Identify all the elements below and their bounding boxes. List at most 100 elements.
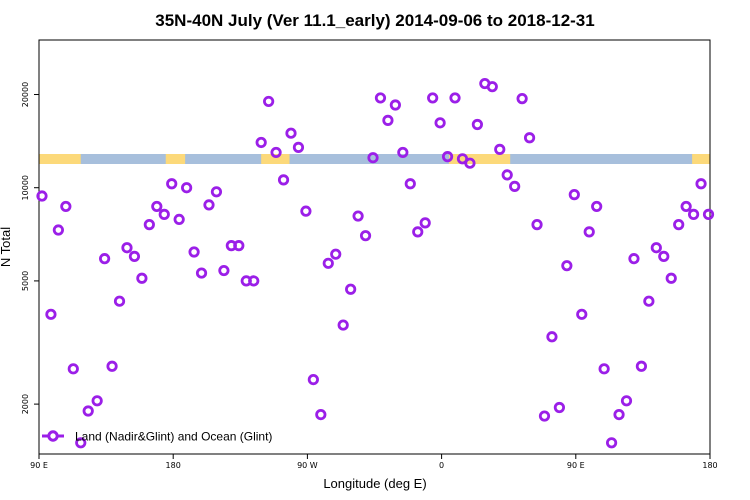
data-point <box>359 230 372 242</box>
band-ocean <box>39 154 710 164</box>
data-point <box>292 141 305 153</box>
data-point <box>322 257 334 269</box>
data-point <box>486 81 498 93</box>
data-point <box>128 250 141 262</box>
y-tick-label: 10000 <box>21 175 30 200</box>
data-point <box>531 219 543 231</box>
y-tick-label: 20000 <box>21 82 30 107</box>
data-point <box>106 360 118 372</box>
data-point <box>702 208 715 220</box>
data-point <box>352 210 364 222</box>
data-point <box>151 200 163 213</box>
data-point <box>434 117 446 129</box>
data-point <box>203 199 215 211</box>
data-point <box>427 92 439 104</box>
data-point <box>181 182 193 194</box>
data-point <box>158 208 170 220</box>
data-point <box>285 127 297 139</box>
x-tick-label: 90 E <box>567 461 585 470</box>
band-land <box>39 154 81 164</box>
data-point <box>233 240 245 252</box>
data-point <box>113 295 126 307</box>
data-point <box>613 408 625 421</box>
data-point <box>389 99 401 111</box>
data-point <box>591 200 603 213</box>
data-point <box>449 92 461 104</box>
data-point <box>598 363 610 375</box>
data-point <box>687 208 700 220</box>
data-point <box>523 132 536 144</box>
x-tick-label: 0 <box>439 461 444 470</box>
data-point <box>605 437 618 449</box>
x-tick-label: 180 <box>166 461 181 470</box>
data-point <box>553 401 565 414</box>
data-point <box>441 151 454 163</box>
data-point <box>419 217 431 229</box>
surface-type-band <box>39 154 710 164</box>
data-points <box>36 77 715 449</box>
data-point <box>166 178 178 190</box>
data-point <box>620 395 633 407</box>
data-point <box>36 190 48 202</box>
data-point <box>546 331 558 343</box>
data-point <box>494 143 506 155</box>
chart-title: 35N-40N July (Ver 11.1_early) 2014-09-06… <box>155 11 594 30</box>
band-land <box>692 154 710 164</box>
data-point <box>263 95 275 108</box>
data-point <box>173 213 185 226</box>
data-point <box>561 260 573 272</box>
data-point <box>643 295 655 307</box>
band-land <box>165 154 186 164</box>
data-point <box>270 146 282 159</box>
data-point <box>576 308 588 320</box>
x-tick-label: 90 W <box>297 461 318 470</box>
data-point <box>60 200 72 213</box>
data-point <box>374 92 387 104</box>
plot-frame <box>38 39 711 455</box>
legend: Land (Nadir&Glint) and Ocean (Glint) <box>42 430 272 444</box>
data-point <box>658 250 670 262</box>
data-point <box>188 246 200 258</box>
y-axis: 2000 5000 10000 20000 <box>21 82 39 414</box>
data-point <box>501 169 513 181</box>
data-point <box>330 248 342 260</box>
data-point <box>538 410 551 422</box>
data-point <box>583 226 595 238</box>
data-point <box>367 152 379 164</box>
y-tick-label: 2000 <box>21 394 30 414</box>
data-point <box>52 224 64 236</box>
data-point <box>277 174 290 186</box>
data-point <box>509 180 521 192</box>
data-point <box>99 253 111 265</box>
legend-entry: Land (Nadir&Glint) and Ocean (Glint) <box>75 430 272 444</box>
data-point <box>665 272 677 284</box>
data-point <box>136 272 148 284</box>
x-tick-label: 180 <box>702 461 717 470</box>
data-point <box>248 275 260 287</box>
data-point <box>143 219 155 231</box>
legend-marker <box>47 430 59 442</box>
data-point <box>67 363 79 375</box>
data-point <box>195 267 208 279</box>
data-point <box>45 308 57 320</box>
data-point <box>471 118 483 131</box>
data-point <box>337 319 349 331</box>
band-land <box>449 154 511 164</box>
data-point <box>345 283 357 295</box>
data-point <box>307 373 319 386</box>
data-point <box>121 242 133 254</box>
data-point <box>412 226 424 238</box>
y-axis-label: N Total <box>0 227 13 267</box>
data-point <box>255 136 267 149</box>
data-point <box>82 405 94 417</box>
data-point <box>628 253 640 265</box>
x-tick-label: 90 E <box>30 461 48 470</box>
data-point <box>300 205 312 217</box>
band-land <box>261 154 290 164</box>
x-axis-label: Longitude (deg E) <box>323 476 426 491</box>
data-point <box>680 200 692 213</box>
data-point <box>404 178 416 190</box>
data-point <box>635 360 648 372</box>
data-point <box>516 93 528 105</box>
